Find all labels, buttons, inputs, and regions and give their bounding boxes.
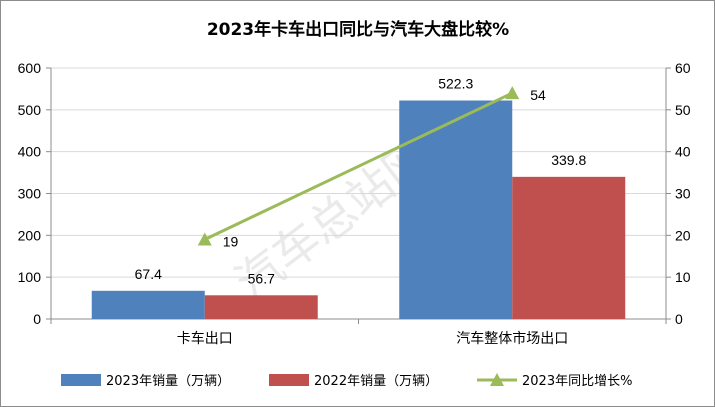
y-right-tick-label: 0	[675, 311, 683, 327]
y-left-tick-label: 400	[18, 144, 42, 160]
bar	[91, 290, 205, 319]
bar-value-label: 522.3	[438, 76, 473, 92]
bar	[512, 176, 626, 319]
line-series	[197, 86, 520, 246]
y-right-tick-label: 50	[675, 102, 691, 118]
y-left-tick-label: 200	[18, 227, 42, 243]
growth-line	[204, 91, 513, 241]
y-left-tick-label: 0	[33, 311, 41, 327]
chart-title: 2023年卡车出口同比与汽车大盘比较%	[207, 19, 509, 40]
y-right-tick-label: 10	[675, 269, 691, 285]
y-right-tick-label: 40	[675, 144, 691, 160]
legend-label: 2023年同比增长%	[522, 374, 632, 389]
line-value-label: 54	[530, 87, 546, 103]
legend-swatch	[269, 374, 309, 386]
legend-triangle-icon	[490, 373, 504, 386]
bars	[91, 100, 626, 319]
triangle-marker	[505, 86, 520, 100]
bar-value-label: 56.7	[248, 270, 275, 286]
triangle-marker	[197, 232, 212, 246]
y-right-tick-label: 30	[675, 186, 691, 202]
legend-swatch	[61, 374, 101, 386]
legend: 2023年销量（万辆） 2022年销量（万辆） 2023年同比增长%	[61, 373, 632, 389]
y-left-tick-label: 300	[18, 186, 42, 202]
y-left-tick-label: 500	[18, 102, 42, 118]
x-category-label: 汽车整体市场出口	[456, 330, 568, 347]
x-category-label: 卡车出口	[177, 330, 233, 347]
bar-value-label: 67.4	[135, 266, 162, 282]
y-right-tick-label: 20	[675, 227, 691, 243]
y-left-tick-label: 100	[18, 269, 42, 285]
legend-label: 2023年销量（万辆）	[106, 374, 230, 389]
bar	[204, 295, 318, 319]
y-right-tick-label: 60	[675, 60, 691, 76]
legend-label: 2022年销量（万辆）	[314, 374, 438, 389]
y-left-tick-label: 600	[18, 60, 42, 76]
line-value-label: 19	[223, 234, 239, 250]
bar-value-label: 339.8	[551, 152, 586, 168]
data-labels: 67.4 522.3 56.7 339.8 19 54	[135, 76, 587, 287]
bar	[399, 100, 513, 319]
